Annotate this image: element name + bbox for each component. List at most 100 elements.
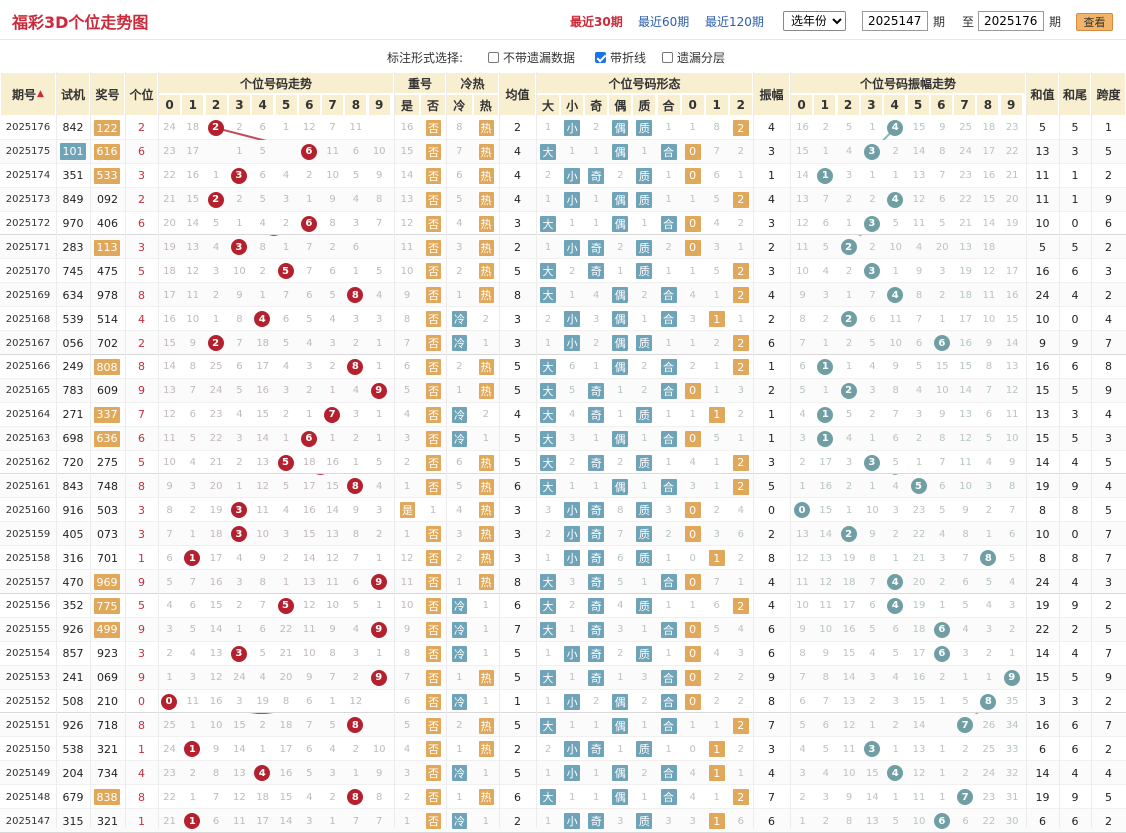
header-issue[interactable]: 期号 ▲ [0, 72, 56, 116]
amp-miss: 15 [866, 767, 879, 779]
trend-ball: 8 [347, 478, 364, 495]
trend-miss: 17 [302, 480, 316, 492]
repeat-badge: 否 [426, 454, 441, 471]
form-badge: 合 [660, 359, 677, 375]
amp-cell: 1 [768, 169, 775, 183]
repeat-miss: 1 [429, 504, 437, 516]
form-miss: 2 [641, 767, 648, 779]
trend-miss: 2 [189, 504, 196, 516]
amp-ball: 6 [933, 813, 950, 830]
form-miss: 1 [568, 146, 576, 158]
tail-cell: 4 [1071, 766, 1079, 780]
amp-cell: 2 [768, 384, 775, 398]
table-row [0, 617, 1126, 642]
form-miss: 2 [544, 528, 552, 540]
amp-miss: 1 [892, 170, 899, 182]
sum-cell: 16 [1035, 264, 1050, 278]
form-miss: 1 [568, 218, 576, 230]
repeat-badge: 否 [426, 215, 441, 232]
form-miss: 2 [544, 313, 552, 325]
no-miss-checkbox[interactable] [488, 52, 499, 63]
query-button[interactable]: 查看 [1076, 13, 1113, 31]
trend-miss: 5 [259, 648, 266, 660]
to-issue-input[interactable] [978, 11, 1044, 31]
tail-cell: 5 [1071, 240, 1079, 254]
amp-miss: 6 [799, 696, 806, 708]
amp-miss: 1 [869, 433, 876, 445]
period-60-link[interactable]: 最近60期 [638, 15, 690, 29]
trend-miss: 1 [236, 480, 243, 492]
trend-miss: 3 [189, 480, 196, 492]
period-30-link[interactable]: 最近30期 [570, 15, 623, 29]
issue-cell: 2025172 [5, 218, 51, 230]
amp-miss: 13 [842, 696, 856, 708]
repeat-miss: 4 [403, 409, 411, 421]
trend-miss: 5 [376, 265, 383, 277]
amp-miss: 15 [1005, 313, 1019, 325]
trend-miss: 7 [306, 265, 313, 277]
trend-miss: 8 [329, 648, 336, 660]
option-line[interactable]: 带折线 [595, 49, 646, 66]
header-amp-digit: 3 [859, 94, 883, 116]
header-trend: 个位号码走势 [158, 72, 394, 94]
amp-miss: 2 [869, 696, 876, 708]
repeat-badge: 否 [426, 717, 441, 734]
trend-miss: 1 [329, 815, 336, 827]
trend-miss: 1 [329, 385, 336, 397]
form-miss: 1 [665, 122, 672, 134]
hotcold-badge: 冷 [452, 621, 467, 638]
trend-ball: 1 [184, 813, 201, 830]
form-badge: 偶 [612, 120, 629, 136]
amp-miss: 7 [915, 313, 923, 325]
tail-cell: 1 [1071, 193, 1079, 207]
amp-miss: 6 [869, 600, 876, 612]
amp-miss: 14 [912, 146, 926, 158]
amp-cell: 4 [768, 575, 775, 589]
form-miss: 1 [641, 624, 648, 636]
layer-checkbox[interactable] [662, 52, 673, 63]
amp-ball: 3 [863, 263, 880, 280]
trend-miss: 1 [352, 767, 360, 779]
trend-miss: 12 [302, 600, 316, 612]
from-issue-input[interactable] [862, 11, 928, 31]
trend-miss: 19 [163, 241, 176, 253]
year-select[interactable]: 选年份 [783, 11, 846, 31]
sort-icon[interactable]: ▲ [37, 89, 44, 99]
form-miss: 1 [544, 194, 552, 206]
line-checkbox[interactable] [595, 52, 606, 63]
header-amp-digit: 4 [883, 94, 907, 116]
trend-miss: 8 [282, 696, 290, 708]
amp-miss: 2 [939, 576, 946, 588]
hotcold-badge: 热 [478, 741, 494, 758]
form-badge: 0 [684, 693, 701, 710]
amp-miss: 2 [869, 194, 876, 206]
sum-cell: 24 [1035, 288, 1050, 302]
amp-miss: 6 [985, 409, 993, 421]
amp-miss: 5 [822, 743, 829, 755]
period-120-link[interactable]: 最近120期 [705, 15, 764, 29]
form-miss: 4 [737, 504, 745, 516]
trend-miss: 3 [236, 696, 243, 708]
amp-miss: 6 [799, 361, 806, 373]
amp-miss: 16 [1005, 289, 1019, 301]
form-badge: 大 [540, 454, 556, 471]
amp-miss: 5 [892, 815, 899, 827]
option-layer[interactable]: 遗漏分层 [662, 49, 725, 66]
trend-miss: 13 [326, 528, 339, 540]
amp-miss: 13 [796, 528, 809, 540]
test-cell: 842 [62, 121, 84, 135]
hotcold-badge: 热 [478, 120, 494, 136]
trend-miss: 9 [376, 170, 383, 182]
form-miss: 1 [665, 337, 672, 349]
form-miss: 1 [689, 122, 696, 134]
span-cell: 9 [1105, 193, 1112, 207]
form-miss: 2 [617, 648, 624, 660]
trend-miss: 13 [186, 241, 200, 253]
option-no-miss[interactable]: 不带遗漏数据 [488, 49, 575, 66]
amp-miss: 10 [819, 624, 833, 636]
trend-miss: 6 [236, 361, 243, 373]
trend-miss: 2 [376, 528, 383, 540]
prize-cell: 702 [97, 336, 118, 350]
trend-miss: 14 [302, 552, 316, 564]
trend-miss: 16 [279, 767, 293, 779]
